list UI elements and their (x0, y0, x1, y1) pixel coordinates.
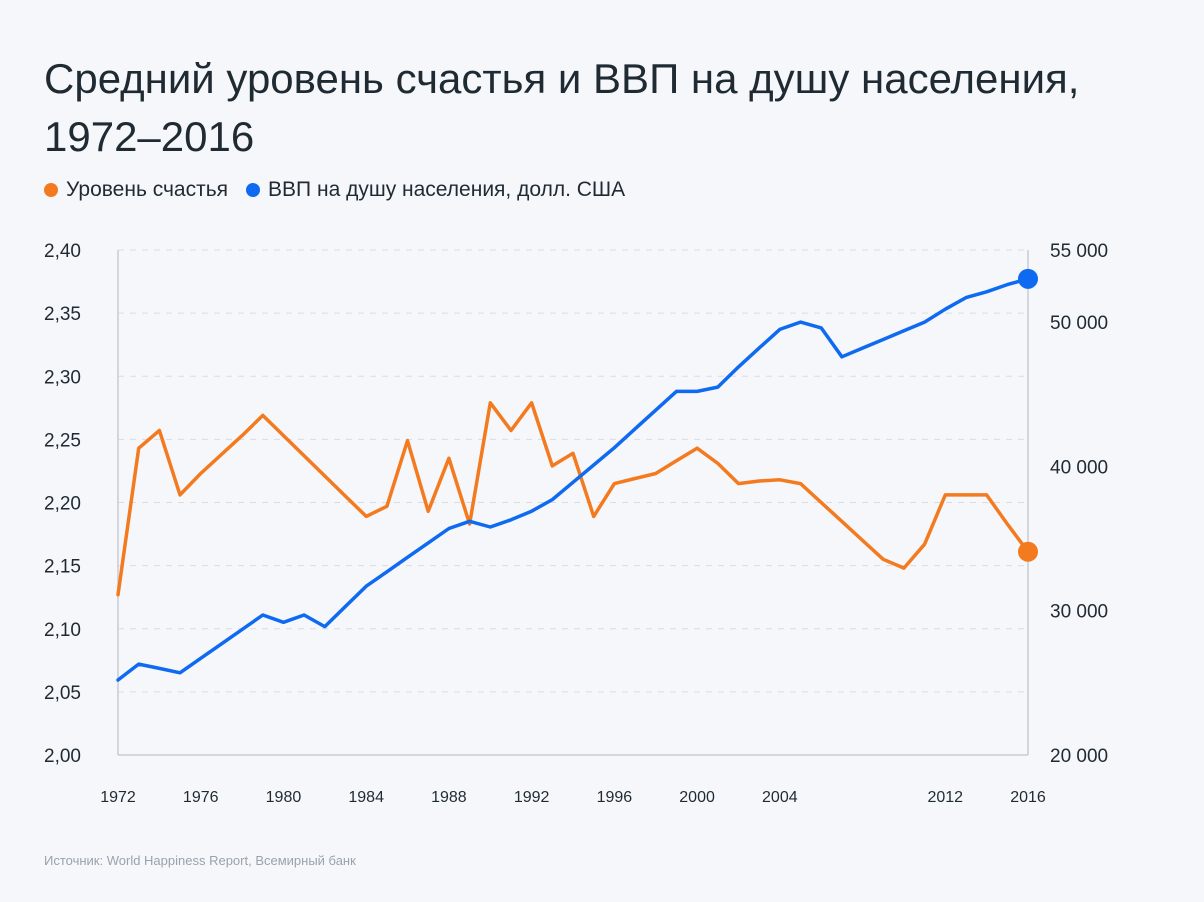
x-tick-label: 1984 (348, 789, 384, 806)
y-right-tick-label: 55 000 (1050, 241, 1108, 262)
legend-dot-blue-icon (246, 183, 261, 197)
chart-legend: Уровень счастья ВВП на душу населения, д… (44, 178, 643, 202)
y-left-tick-label: 2,20 (44, 494, 81, 515)
chart-title-line-1: Средний уровень счастья и ВВП на душу на… (44, 55, 1080, 102)
y-left-tick-label: 2,10 (44, 620, 81, 641)
gdp-end-marker (1018, 268, 1038, 289)
legend-item-gdp: ВВП на душу населения, долл. США (246, 178, 625, 202)
happiness-end-marker (1018, 541, 1038, 562)
y-left-tick-label: 2,05 (44, 683, 81, 704)
y-left-tick-label: 2,30 (44, 367, 81, 388)
x-tick-label: 2012 (927, 789, 963, 806)
source-note: Источник: World Happiness Report, Всемир… (44, 853, 356, 868)
legend-item-happiness: Уровень счастья (44, 178, 228, 202)
x-tick-label: 1980 (266, 789, 302, 806)
legend-dot-orange-icon (44, 183, 58, 197)
x-tick-label: 1976 (183, 789, 219, 806)
y-right-tick-label: 50 000 (1050, 313, 1108, 334)
chart-title-line-2: 1972–2016 (44, 113, 255, 160)
y-left-tick-label: 2,35 (44, 304, 81, 325)
x-tick-label: 2000 (679, 789, 715, 806)
y-left-tick-label: 2,25 (44, 430, 81, 451)
gdp-series-line (116, 277, 1030, 682)
x-tick-label: 1992 (514, 789, 550, 806)
y-right-tick-label: 20 000 (1050, 746, 1108, 767)
legend-label-gdp: ВВП на душу населения, долл. США (268, 178, 626, 201)
x-tick-label: 2016 (1010, 789, 1046, 806)
y-right-tick-label: 40 000 (1050, 457, 1108, 478)
x-tick-label: 1988 (431, 789, 467, 806)
chart-title: Средний уровень счастья и ВВП на душу на… (44, 50, 1174, 166)
y-left-tick-label: 2,15 (44, 557, 81, 578)
y-right-tick-label: 30 000 (1050, 602, 1108, 623)
y-left-tick-label: 2,40 (44, 241, 81, 262)
x-tick-label: 1972 (100, 789, 136, 806)
y-left-tick-label: 2,00 (44, 746, 81, 767)
x-tick-label: 1996 (597, 789, 633, 806)
x-tick-label: 2004 (762, 789, 798, 806)
legend-label-happiness: Уровень счастья (66, 178, 229, 201)
happiness-series-line (116, 401, 1030, 597)
